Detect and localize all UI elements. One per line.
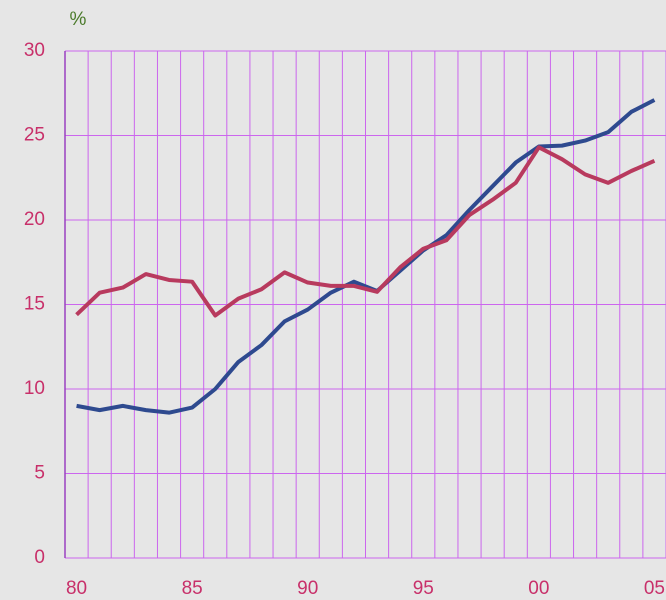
line-series [76,98,656,415]
x-tick-label: 00 [528,578,549,599]
y-tick-label: 5 [34,463,45,484]
y-tick-label: 15 [24,294,45,315]
line-series [75,145,656,318]
x-tick-label: 80 [66,578,87,599]
x-tick-label: 85 [182,578,203,599]
y-tick-label: 30 [24,40,45,61]
y-tick-label: 10 [24,378,45,399]
x-tick-label: 05 [644,578,665,599]
y-unit: % [70,9,87,30]
x-tick-label: 95 [413,578,434,599]
y-tick-label: 0 [34,547,45,568]
y-tick-label: 25 [24,125,45,146]
y-tick-label: 20 [24,209,45,230]
x-tick-label: 90 [297,578,318,599]
